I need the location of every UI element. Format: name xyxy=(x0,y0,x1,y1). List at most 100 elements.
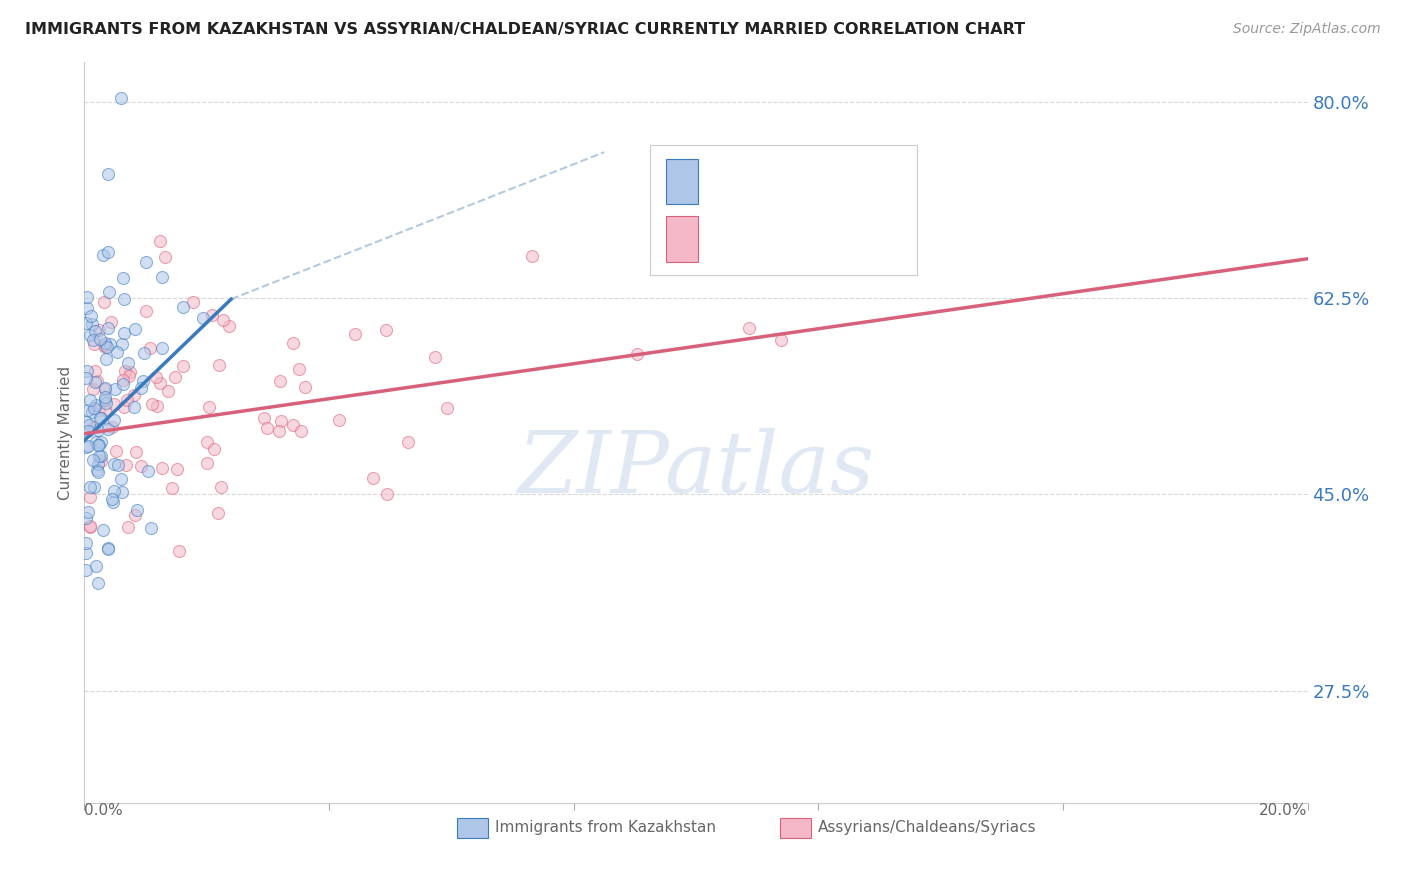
Point xyxy=(90,454,112,468)
Point xyxy=(111,271,134,285)
Point xyxy=(145,369,167,384)
Text: Immigrants from Kazakhstan: Immigrants from Kazakhstan xyxy=(495,821,716,835)
Point xyxy=(172,359,194,373)
Point xyxy=(75,316,97,330)
Point xyxy=(82,382,104,396)
Point xyxy=(136,464,159,478)
Point xyxy=(132,346,155,360)
Point xyxy=(94,351,117,366)
Point xyxy=(83,364,105,378)
Point xyxy=(89,411,111,425)
Point xyxy=(93,382,115,396)
Point xyxy=(76,290,98,304)
Point xyxy=(195,456,218,470)
Text: N =: N = xyxy=(799,230,837,248)
Text: 91: 91 xyxy=(839,172,862,190)
Point xyxy=(107,458,129,472)
Point xyxy=(283,418,305,433)
Point xyxy=(112,400,135,414)
Point xyxy=(738,321,761,335)
Point xyxy=(76,504,98,518)
Point xyxy=(208,358,231,372)
Point xyxy=(150,270,173,285)
Text: 0.0%: 0.0% xyxy=(84,803,124,818)
Point xyxy=(269,374,291,388)
Point xyxy=(294,380,316,394)
Point xyxy=(150,341,173,355)
Point xyxy=(87,457,110,471)
Text: Assyrians/Chaldeans/Syriacs: Assyrians/Chaldeans/Syriacs xyxy=(818,821,1036,835)
Point xyxy=(125,503,148,517)
Point xyxy=(129,458,152,473)
Point xyxy=(93,295,115,310)
Point xyxy=(212,312,235,326)
Point xyxy=(124,508,146,522)
Point xyxy=(91,523,114,537)
Point xyxy=(86,374,108,388)
Text: 80: 80 xyxy=(839,230,862,248)
Point xyxy=(76,301,98,315)
Point xyxy=(75,536,97,550)
Point xyxy=(111,377,134,392)
Point xyxy=(87,575,110,590)
Point xyxy=(90,449,112,463)
Point xyxy=(344,326,367,341)
Point xyxy=(82,453,104,467)
Point xyxy=(115,393,138,408)
Point xyxy=(118,365,141,379)
Point xyxy=(201,308,224,322)
Point xyxy=(135,304,157,318)
Point xyxy=(112,326,135,341)
Text: R =: R = xyxy=(714,172,749,190)
Text: Source: ZipAtlas.com: Source: ZipAtlas.com xyxy=(1233,22,1381,37)
Point xyxy=(86,463,108,477)
Text: IMMIGRANTS FROM KAZAKHSTAN VS ASSYRIAN/CHALDEAN/SYRIAC CURRENTLY MARRIED CORRELA: IMMIGRANTS FROM KAZAKHSTAN VS ASSYRIAN/C… xyxy=(25,22,1025,37)
Point xyxy=(98,336,121,351)
Text: N =: N = xyxy=(799,172,837,190)
Point xyxy=(90,411,112,425)
Point xyxy=(83,479,105,493)
Point xyxy=(112,292,135,306)
Point xyxy=(91,248,114,262)
Point xyxy=(79,392,101,407)
Point xyxy=(84,376,107,390)
Point xyxy=(202,442,225,456)
Point xyxy=(87,423,110,437)
Point xyxy=(117,520,139,534)
Point xyxy=(124,322,146,336)
Text: 0.251: 0.251 xyxy=(748,172,801,190)
Point xyxy=(104,383,127,397)
Point xyxy=(103,484,125,499)
Point xyxy=(156,384,179,398)
Point xyxy=(76,364,98,378)
Point xyxy=(104,444,127,458)
Point xyxy=(82,317,104,331)
Point xyxy=(77,403,100,417)
Point xyxy=(191,310,214,325)
Point xyxy=(87,438,110,452)
Point xyxy=(520,249,543,263)
Point xyxy=(82,405,104,419)
Point xyxy=(75,370,97,384)
Point xyxy=(101,491,124,506)
Text: R =: R = xyxy=(714,230,749,248)
Point xyxy=(79,520,101,534)
Point xyxy=(209,480,232,494)
Point xyxy=(86,465,108,479)
Point xyxy=(97,167,120,181)
Point xyxy=(90,435,112,450)
Text: 0.274: 0.274 xyxy=(748,230,801,248)
Point xyxy=(77,425,100,439)
Point xyxy=(149,234,172,248)
Point xyxy=(122,388,145,402)
Point xyxy=(114,458,136,472)
Point xyxy=(100,314,122,328)
Point xyxy=(80,309,103,323)
Point xyxy=(163,369,186,384)
Point xyxy=(84,398,107,412)
Point xyxy=(425,351,447,365)
Point xyxy=(124,445,146,459)
Point xyxy=(110,91,132,105)
Y-axis label: Currently Married: Currently Married xyxy=(58,366,73,500)
Point xyxy=(112,373,135,387)
